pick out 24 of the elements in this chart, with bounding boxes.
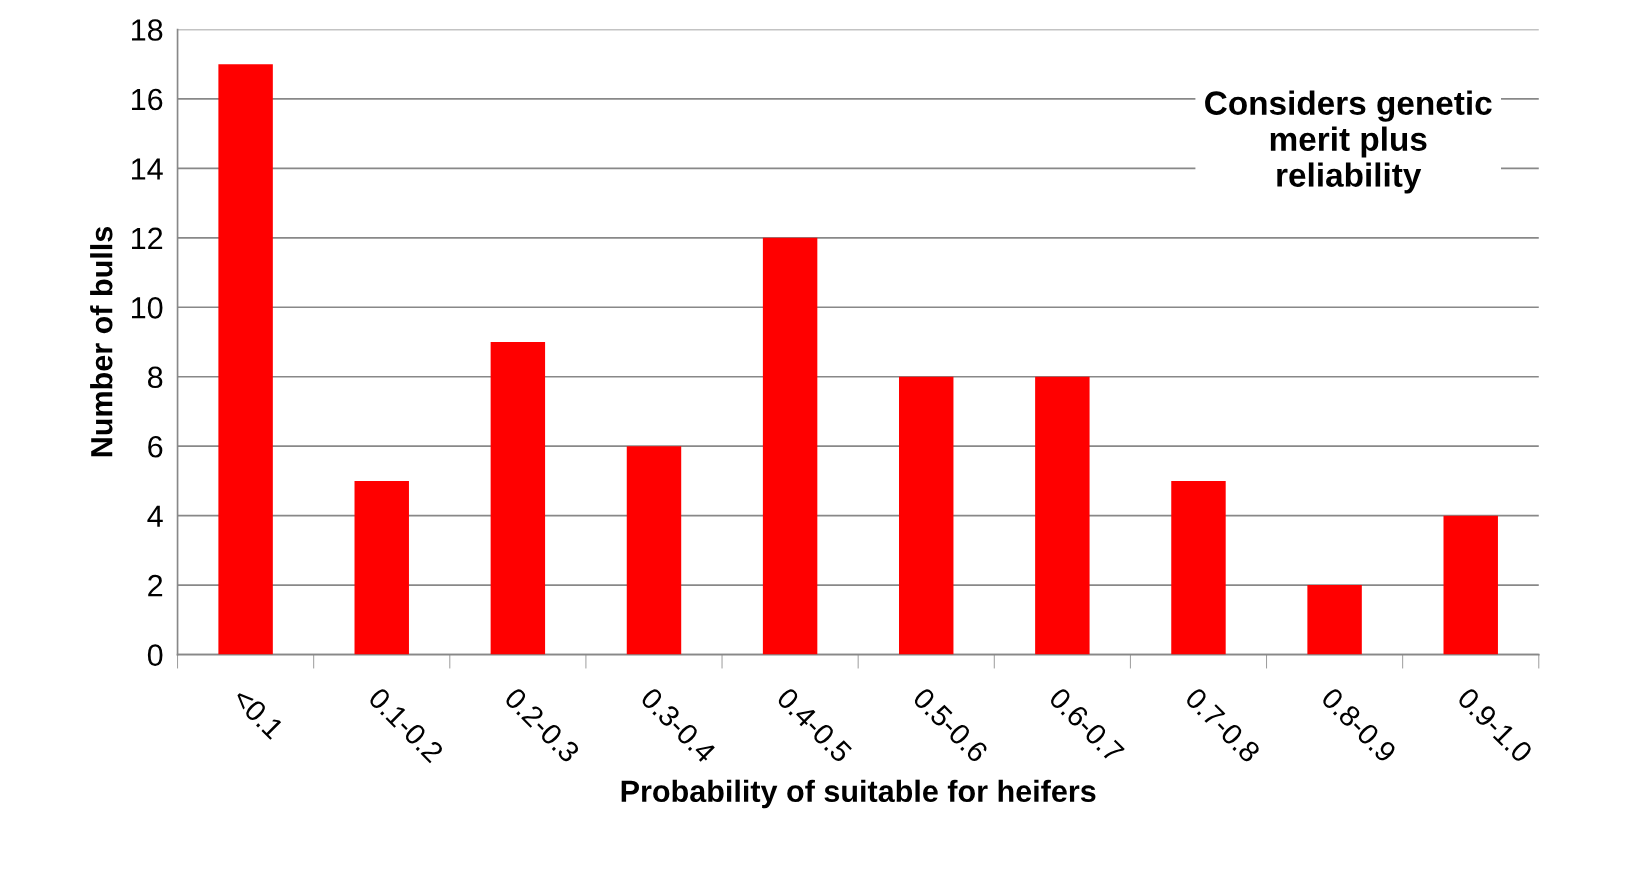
bar xyxy=(1307,585,1362,655)
x-axis-title: Probability of suitable for heifers xyxy=(621,779,1096,809)
y-tick-label: 4 xyxy=(147,505,163,527)
bar xyxy=(1171,480,1226,655)
y-tick-label: 2 xyxy=(148,574,163,597)
y-tick-label: 12 xyxy=(132,227,163,249)
y-tick-label: 14 xyxy=(132,158,163,180)
bar xyxy=(626,446,682,655)
y-tick-label: 18 xyxy=(132,19,163,41)
y-tick-label: 16 xyxy=(132,88,163,111)
y-axis-title: Number of bulls xyxy=(90,226,113,457)
bar xyxy=(762,237,818,655)
y-tick-label: 10 xyxy=(132,297,163,319)
bar xyxy=(218,64,273,655)
y-tick-label: 0 xyxy=(147,644,163,666)
bar xyxy=(1035,376,1090,655)
y-tick-label: 6 xyxy=(148,435,163,458)
bar xyxy=(1443,515,1498,655)
bar xyxy=(490,342,546,655)
x-tick-label: <0.1 xyxy=(231,686,285,740)
annotation: Considers genetic merit plus reliability xyxy=(1205,90,1492,194)
bar xyxy=(354,480,409,655)
y-tick-label: 8 xyxy=(148,366,163,389)
bar xyxy=(899,376,954,655)
